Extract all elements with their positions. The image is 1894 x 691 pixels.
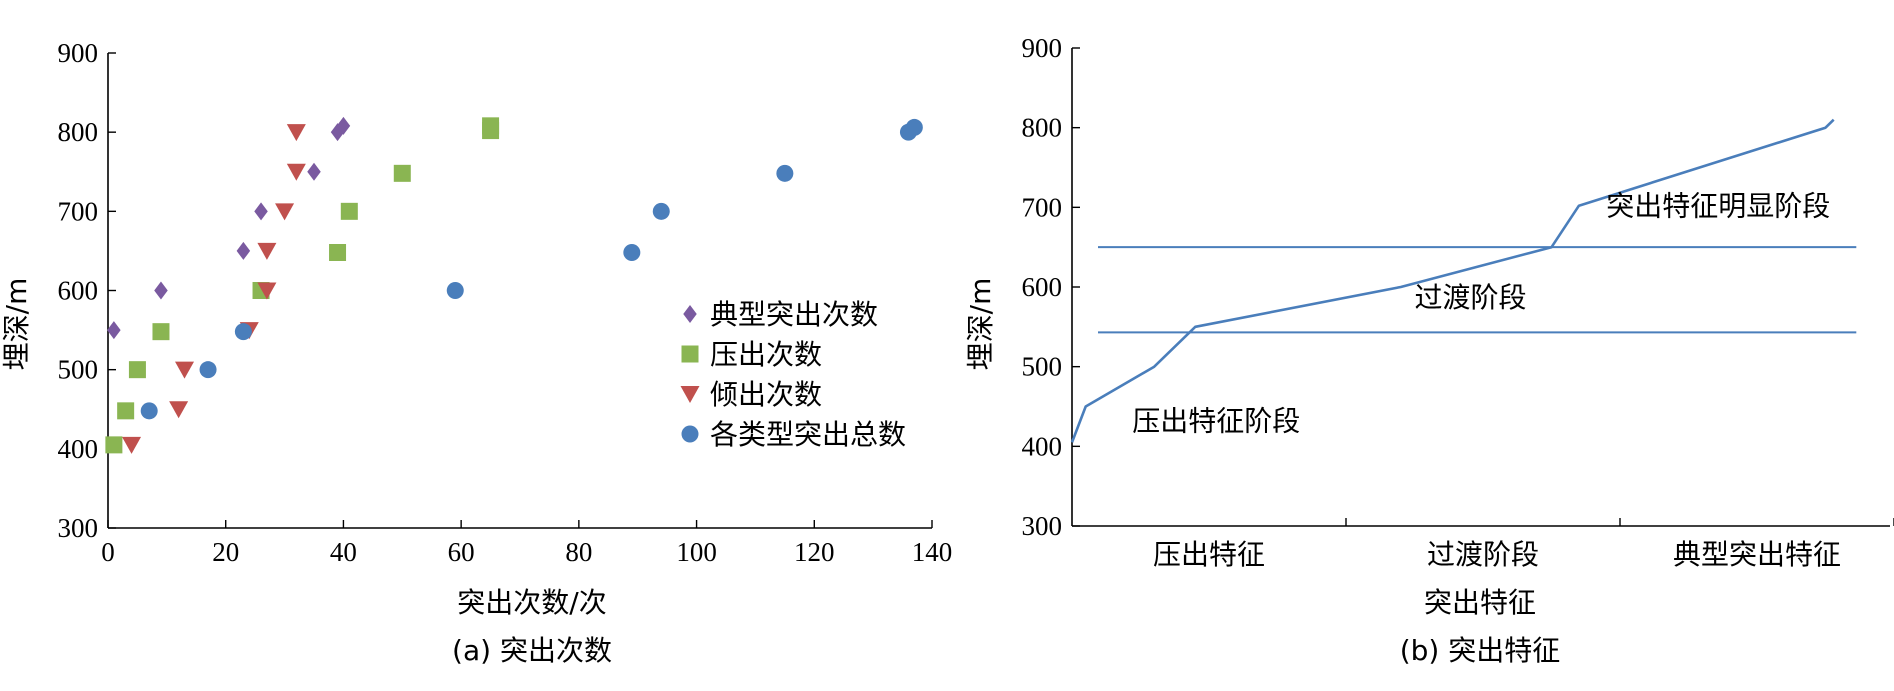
panel-b-annotation-2: 压出特征阶段 [1132,404,1300,437]
panel-a-ytick-label: 600 [58,276,99,306]
panel-a-ytick-label: 400 [58,434,99,464]
panel-a-ytick-label: 700 [58,196,99,226]
panel-a-point-series-0 [236,241,251,260]
panel-a-ytick-label: 900 [58,38,99,68]
panel-b-category-label: 典型突出特征 [1673,538,1841,571]
panel-a-point-series-0 [330,123,345,142]
panel-a-xtick-label: 60 [448,537,475,567]
legend-label-1: 压出次数 [710,338,822,371]
panel-a-point-series-3 [623,244,641,261]
panel-b-ytick-label: 900 [1022,33,1063,63]
panel-b-xlabel: 突出特征 [1424,586,1536,619]
legend-label-3: 各类型突出总数 [710,418,906,451]
panel-a-point-series-2 [169,401,189,419]
panel-a-point-series-1 [482,117,500,135]
panel-a-point-series-0 [254,202,268,221]
panel-b-category-label: 过渡阶段 [1427,538,1539,571]
panel-a-point-series-2 [275,203,295,221]
panel-a-point-series-0 [154,281,168,300]
panel-a-ticks: 300 400 500 600 700 800 900 0 20 40 60 80 100 120 140 [58,38,953,567]
legend-label-0: 典型突出次数 [710,298,878,331]
panel-a-point-series-2 [286,124,306,142]
panel-a-point-series-0 [307,162,321,181]
panel-a-ytick-label: 800 [58,117,99,147]
panel-a-point-series-1 [128,361,146,379]
panel-a-point-series-1 [329,244,347,261]
panel-a-point-series-0 [336,116,351,135]
panel-a-point-series-2 [257,282,277,300]
legend-marker-3 [681,425,699,443]
panel-a-point-series-2 [286,163,306,181]
panel-a-xtick-label: 120 [794,537,835,567]
panel-a-point-series-0 [107,321,121,340]
panel-a-axes [107,53,932,529]
panel-b-depth-line [1070,118,1835,443]
panel-a-point-series-3 [234,323,252,341]
panel-a-xtick-label: 80 [565,537,592,567]
panel-a-xlabel: 突出次数/次 [457,586,606,619]
panel-b-ytick-label: 400 [1022,431,1063,461]
panel-a-point-series-1 [393,164,411,182]
panel-a-point-series-3 [199,361,217,379]
panel-b-ylabel: 埋深/m [964,278,997,371]
legend-label-2: 倾出次数 [710,378,822,411]
panel-a-point-series-1 [340,202,358,220]
legend-marker-2 [680,386,700,403]
legend-marker-1 [681,345,699,363]
panel-b-ytick-label: 500 [1022,352,1063,382]
panel-a-point-series-3 [905,118,923,136]
panel-a-point-series-1 [152,323,170,341]
panel-a-point-series-1 [117,402,135,420]
panel-b-caption: (b) 突出特征 [1400,634,1561,667]
panel-b-annotation-1: 过渡阶段 [1415,281,1527,314]
panel-a-point-series-2 [257,242,277,260]
panel-a-xtick-label: 140 [912,537,953,567]
panel-a-point-series-2 [175,361,195,379]
panel-a-ytick-label: 500 [58,355,99,385]
panel-b-ytick-label: 300 [1022,511,1063,541]
panel-a-point-series-2 [122,436,142,454]
panel-b-annotation-0: 突出特征明显阶段 [1606,189,1830,222]
panel-a-point-series-3 [140,402,158,420]
panel-b-ytick-label: 800 [1022,113,1063,143]
panel-a-caption: (a) 突出次数 [452,634,612,667]
panel-a-xtick-label: 100 [676,537,717,567]
panel-a-xtick-label: 0 [101,537,115,567]
panel-b-ytick-label: 600 [1022,272,1063,302]
panel-a-xtick-label: 20 [212,537,239,567]
panel-b-category-label: 压出特征 [1153,538,1265,571]
panel-a-point-series-3 [446,282,464,299]
panel-a-ytick-label: 300 [58,513,99,543]
panel-a-ylabel: 埋深/m [0,278,33,371]
panel-a-point-series-3 [776,164,794,182]
panel-a-point-series-3 [652,202,670,220]
panel-a-xtick-label: 40 [330,537,357,567]
panel-b-ytick-label: 700 [1022,192,1063,222]
legend-marker-0 [683,305,697,323]
panel-a-points [105,116,923,454]
panel-a-point-series-1 [105,436,123,454]
panel-b-lines [1070,118,1857,443]
